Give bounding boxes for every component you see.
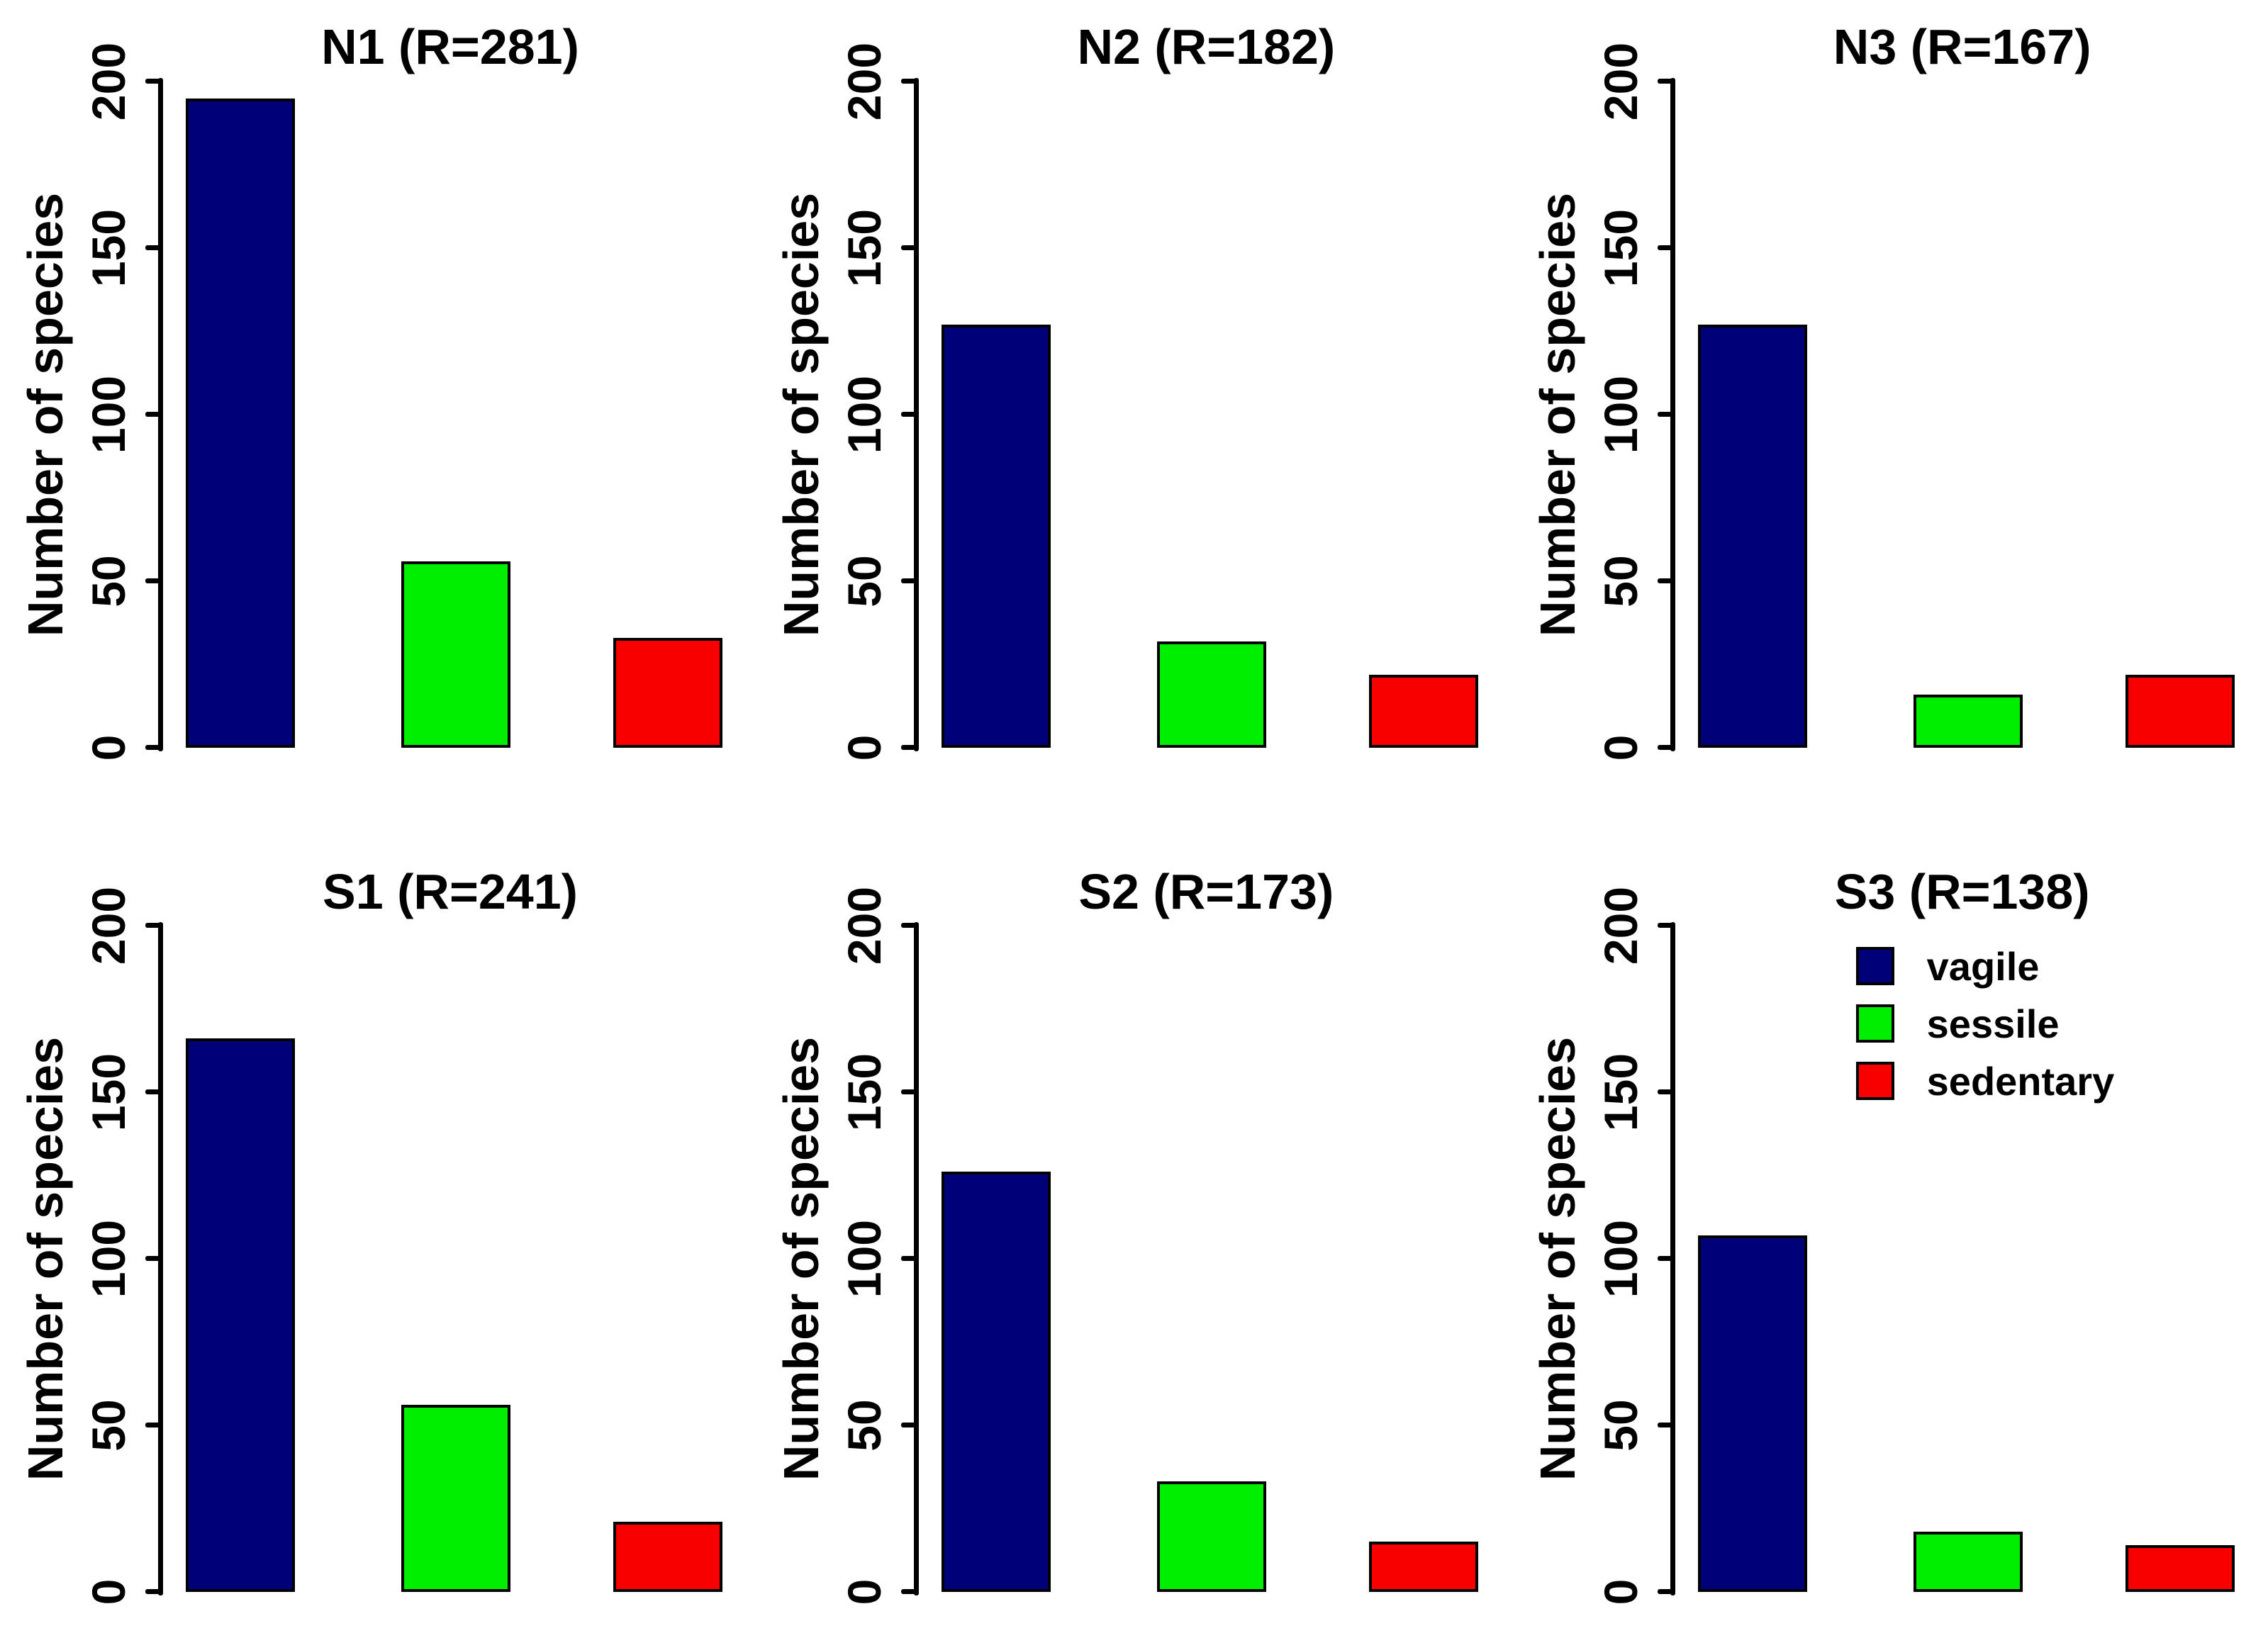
- y-axis-tick: [145, 245, 163, 250]
- plot-area: [163, 82, 752, 748]
- bar-sedentary: [2125, 1544, 2235, 1592]
- bar-vagile: [942, 1172, 1051, 1592]
- bar-vagile: [942, 325, 1051, 748]
- bar-sessile: [1913, 1531, 2023, 1592]
- y-axis-tick: [145, 1422, 163, 1427]
- y-tick-labels: 0 50 100 150 200: [1594, 42, 1647, 761]
- panel-title: N1 (R=281): [321, 19, 579, 74]
- y-tick-labels: 0 50 100 150 200: [1594, 886, 1647, 1605]
- y-axis-tick: [901, 1422, 920, 1427]
- bar-vagile: [1697, 325, 1807, 748]
- legend-label: sedentary: [1926, 1058, 2115, 1104]
- panel-title: N3 (R=167): [1833, 19, 2091, 74]
- y-axis-tick: [145, 412, 163, 417]
- y-axis: [145, 921, 163, 1595]
- plot-area: [1675, 926, 2264, 1592]
- bar-sessile: [1913, 694, 2023, 748]
- legend-item-vagile: vagile: [1855, 943, 2115, 989]
- y-axis: [901, 921, 920, 1595]
- panel-title: N2 (R=182): [1077, 19, 1336, 74]
- chart-panel-n3: N3 (R=167) Number of species 0 50 100 150 20…: [1512, 0, 2268, 819]
- y-axis-tick: [901, 1255, 920, 1261]
- y-axis-tick: [901, 745, 920, 750]
- y-axis-tick: [145, 1255, 163, 1261]
- plot-area: [919, 926, 1507, 1592]
- y-axis-tick: [1657, 745, 1675, 750]
- bar-sedentary: [613, 1521, 722, 1592]
- plot-area: [163, 926, 752, 1592]
- y-axis-tick: [145, 79, 163, 84]
- chart-panel-n1: N1 (R=281) Number of species 0 50 100 150 20…: [0, 0, 756, 819]
- y-axis-tick: [1657, 79, 1675, 84]
- y-axis-tick: [901, 922, 920, 928]
- y-tick-labels: 0 50 100 150 200: [82, 42, 135, 761]
- y-axis-tick: [1657, 578, 1675, 583]
- chart-panel-s1: S1 (R=241) Number of species 0 50 100 150 20…: [0, 819, 756, 1638]
- plot-area: [1675, 82, 2264, 748]
- y-axis-tick: [901, 578, 920, 583]
- y-axis-tick: [901, 412, 920, 417]
- y-axis-tick: [901, 1089, 920, 1094]
- y-axis: [145, 78, 163, 751]
- plot-area: [919, 82, 1507, 748]
- y-axis: [1657, 921, 1675, 1595]
- legend-label: sessile: [1926, 1001, 2060, 1046]
- y-axis-tick: [1657, 245, 1675, 250]
- y-axis-tick: [145, 1089, 163, 1094]
- y-axis-tick: [1657, 412, 1675, 417]
- chart-panel-n2: N2 (R=182) Number of species 0 50 100 150 20…: [756, 0, 1512, 819]
- bar-sedentary: [1369, 1542, 1479, 1592]
- bar-sessile: [401, 561, 510, 748]
- legend-item-sedentary: sedentary: [1855, 1058, 2115, 1104]
- bar-sessile: [1157, 641, 1267, 748]
- chart-panel-s3: S3 (R=138) Number of species 0 50 100 150 20…: [1512, 819, 2268, 1638]
- y-axis-tick: [901, 79, 920, 84]
- legend-swatch-sedentary: [1855, 1062, 1894, 1100]
- y-axis-tick: [1657, 1089, 1675, 1094]
- y-axis-tick: [145, 922, 163, 928]
- legend-swatch-vagile: [1855, 947, 1894, 985]
- legend: vagile sessile sedentary: [1855, 943, 2115, 1116]
- y-axis-tick: [901, 245, 920, 250]
- legend-label: vagile: [1926, 943, 2040, 989]
- y-axis-tick: [1657, 922, 1675, 928]
- y-axis-tick: [901, 1588, 920, 1594]
- y-axis-tick: [1657, 1255, 1675, 1261]
- legend-swatch-sessile: [1855, 1004, 1894, 1043]
- bar-vagile: [186, 98, 295, 748]
- bar-sedentary: [2125, 674, 2235, 748]
- y-axis-tick: [145, 745, 163, 750]
- y-tick-labels: 0 50 100 150 200: [838, 42, 891, 761]
- bar-vagile: [1697, 1235, 1807, 1592]
- y-axis: [901, 78, 920, 751]
- panel-title: S1 (R=241): [323, 863, 578, 919]
- y-axis: [1657, 78, 1675, 751]
- y-tick-labels: 0 50 100 150 200: [838, 886, 891, 1605]
- legend-item-sessile: sessile: [1855, 1001, 2115, 1047]
- y-tick-labels: 0 50 100 150 200: [82, 886, 135, 1605]
- bar-vagile: [186, 1038, 295, 1592]
- panel-title: S2 (R=173): [1078, 863, 1334, 919]
- y-axis-tick: [1657, 1588, 1675, 1594]
- bar-sedentary: [613, 637, 722, 748]
- panel-title: S3 (R=138): [1834, 863, 2090, 919]
- y-axis-tick: [145, 578, 163, 583]
- y-axis-tick: [1657, 1422, 1675, 1427]
- bar-sessile: [1157, 1481, 1267, 1592]
- y-axis-tick: [145, 1588, 163, 1594]
- chart-panel-s2: S2 (R=173) Number of species 0 50 100 150 20…: [756, 819, 1512, 1638]
- bar-sedentary: [1369, 674, 1479, 748]
- bar-sessile: [401, 1405, 510, 1592]
